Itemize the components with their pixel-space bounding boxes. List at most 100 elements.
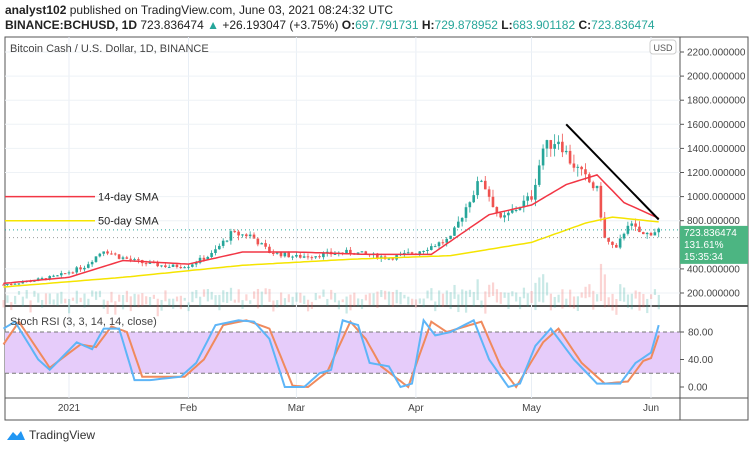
volume-bar [91,290,94,297]
candle-body [229,231,233,241]
candle-body [595,185,599,189]
volume-bar [110,291,113,303]
volume-bar [438,290,441,307]
candle-body [221,240,225,246]
volume-bar [195,290,198,299]
candle-body [406,252,410,254]
candle-body [13,283,17,285]
volume-bar [434,301,437,312]
candle-body [63,273,67,275]
volume-bar [372,293,375,306]
candle-body [460,217,464,222]
volume-bar [48,293,51,305]
candle-body [653,232,657,236]
volume-bar [542,274,545,303]
candle-body [422,250,425,252]
rsi-y-tick-label: 80.00 [688,328,713,339]
volume-bar [287,294,290,303]
candle-body [225,240,229,242]
volume-bar [10,301,13,311]
candle-body [322,253,325,258]
volume-bar [464,290,468,313]
candle-body [557,141,560,145]
tradingview-logo-icon [7,431,25,440]
volume-bar [29,300,32,313]
price-tag [680,225,748,264]
volume-bar [245,294,248,301]
rsi-y-tick-label: 40.00 [688,355,713,366]
candle-body [295,254,298,257]
candle-body [549,140,553,149]
candle-body [86,264,90,268]
candle-body [483,180,487,190]
candle-body [437,242,441,247]
candle-body [59,273,63,276]
volume-bar [345,296,348,314]
candle-body [545,140,549,149]
volume-bar [14,295,17,305]
volume-bar [121,294,125,310]
volume-bar [418,298,421,304]
volume-bar [276,300,279,308]
candle-body [110,253,113,255]
candle-body [137,259,140,261]
rsi-title: Stoch RSI (3, 3, 14, 14, close) [10,316,157,328]
candle-body [453,227,456,236]
price-tag-text: 723.836474 [684,228,737,239]
candle-body [615,244,618,248]
candle-body [403,252,406,254]
volume-bar [237,289,240,303]
volume-bar [349,294,352,311]
volume-bar [391,292,394,307]
candle-body [376,253,379,259]
candle-body [48,276,52,280]
candle-body [514,210,518,212]
volume-bar [60,291,63,304]
volume-bar [387,291,391,306]
volume-bar [52,299,55,305]
volume-bar [411,298,414,305]
candle-body [495,207,499,213]
volume-bar [199,296,202,307]
volume-bar [102,299,105,309]
volume-bar [183,297,186,301]
candle-body [179,267,183,269]
candle-body [572,163,576,168]
candle-body [233,231,237,233]
candle-body [148,262,152,264]
candle-body [121,257,125,259]
volume-bar [414,299,418,308]
candle-body [191,264,194,267]
candle-body [187,266,190,268]
volume-bar [210,291,213,300]
candle-body [456,221,460,228]
x-tick-label: May [522,403,541,414]
candle-body [133,259,136,261]
volume-bar [187,302,190,312]
x-tick-label: Jun [643,403,659,414]
candle-body [144,263,148,265]
candle-body [418,251,422,254]
candle-body [268,246,271,254]
candle-body [94,256,98,262]
volume-bar [545,282,549,296]
candle-body [576,166,580,168]
candle-body [445,238,449,243]
volume-bar [653,289,657,295]
price-tag-text: 15:35:34 [684,252,723,263]
candle-body [645,232,649,235]
candle-body [564,150,568,153]
y-tick-label: 400.000000 [687,264,740,275]
candle-body [21,282,25,284]
volume-bar [576,296,579,312]
volume-bar [534,282,537,311]
volume-bar [360,299,364,310]
candle-body [391,258,395,260]
volume-bar [457,294,460,313]
candle-body [472,195,476,203]
candle-body [9,284,13,286]
volume-bar [491,282,495,296]
volume-bar [530,291,533,303]
volume-bar [214,295,217,306]
